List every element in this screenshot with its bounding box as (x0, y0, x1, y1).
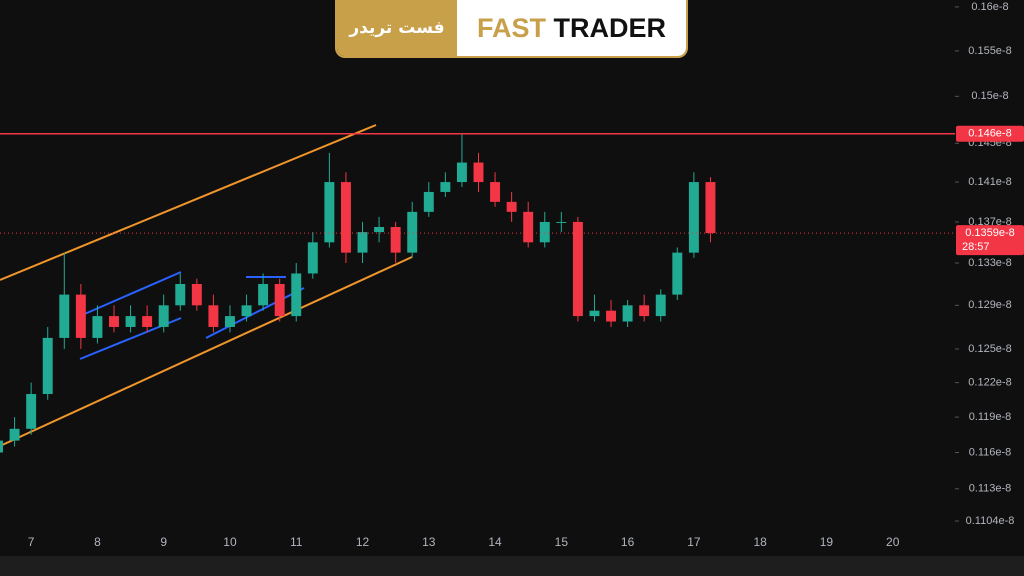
candle-body (374, 227, 385, 233)
candle-body (307, 242, 318, 274)
candle-body (672, 252, 683, 295)
x-tick-label: 11 (290, 535, 303, 549)
logo-second: TRADER (553, 12, 667, 43)
candle-body (224, 316, 235, 327)
candle-body (456, 162, 467, 183)
candle-body (705, 182, 716, 234)
y-tick-label: 0.113e-8 (969, 483, 1012, 495)
candle-body (490, 182, 501, 202)
y-tick-label: 0.1104e-8 (966, 515, 1015, 527)
candle-body (92, 316, 103, 338)
x-tick-label: 9 (160, 535, 167, 549)
last-price-label: 0.1359e-8 (965, 227, 1015, 239)
x-tick-label: 14 (488, 535, 502, 549)
drawings (0, 124, 413, 447)
candle-body (324, 182, 335, 243)
candle-body (9, 428, 20, 441)
candle-body (0, 440, 3, 453)
candle-body (556, 221, 567, 223)
candle-body (473, 162, 484, 183)
y-tick-label: 0.133e-8 (968, 257, 1011, 269)
y-tick-label: 0.137e-8 (968, 216, 1011, 228)
trend-line (205, 287, 305, 339)
x-tick-label: 12 (356, 535, 370, 549)
logo-first: FAST (476, 12, 546, 43)
y-tick-label: 0.15e-8 (971, 90, 1008, 102)
x-tick-label: 17 (687, 535, 701, 549)
candle-body (59, 294, 70, 338)
candle-body (175, 283, 186, 306)
last-price-tag (956, 225, 1024, 256)
candle-body (340, 182, 351, 253)
candle-body (125, 316, 136, 327)
channel-lower (0, 256, 413, 447)
y-tick-label: 0.116e-8 (969, 446, 1012, 458)
candle-body (357, 232, 368, 253)
y-tick-label: 0.141e-8 (968, 176, 1011, 188)
candle-body (639, 305, 650, 317)
candle-body (142, 316, 153, 327)
candle-body (191, 283, 202, 306)
x-tick-label: 13 (422, 535, 436, 549)
y-tick-label: 0.119e-8 (969, 411, 1012, 423)
candle-body (523, 211, 534, 243)
logo: فست تریدر FAST TRADER (335, 0, 688, 58)
candle-body (407, 211, 418, 253)
candle-body (258, 283, 269, 306)
candle-body (572, 221, 583, 317)
logo-english: FAST TRADER (457, 0, 686, 56)
candle-body (423, 191, 434, 212)
y-tick-label: 0.122e-8 (968, 377, 1011, 389)
y-tick-label: 0.16e-8 (971, 1, 1008, 13)
candle-body (208, 305, 219, 327)
candle-body (109, 316, 119, 327)
candle-body (622, 305, 633, 322)
candle-body (440, 182, 451, 192)
candle-body (158, 305, 169, 327)
candle-body (291, 273, 302, 317)
candle-body (606, 310, 617, 322)
x-tick-label: 10 (223, 535, 237, 549)
candle-body (539, 221, 550, 243)
candle-body (241, 305, 252, 317)
candle-body (506, 201, 517, 212)
candle-body (390, 227, 401, 253)
candle-body (589, 310, 600, 317)
x-tick-label: 18 (753, 535, 767, 549)
candle-body (26, 394, 37, 429)
bottom-bar (0, 556, 1024, 576)
x-tick-label: 20 (886, 535, 900, 549)
flag-upper (79, 271, 182, 317)
countdown: 28:57 (962, 241, 990, 253)
x-tick-label: 16 (621, 535, 635, 549)
candle-body (274, 283, 285, 317)
candle-body (688, 182, 699, 253)
logo-persian: فست تریدر (337, 0, 457, 56)
x-tick-label: 19 (820, 535, 834, 549)
y-tick-label: 0.155e-8 (968, 45, 1011, 57)
candle-body (75, 294, 86, 338)
candle-body (42, 337, 53, 395)
channel-upper (0, 124, 377, 281)
price-line-label: 0.146e-8 (968, 128, 1011, 140)
x-tick-label: 7 (28, 535, 35, 549)
x-tick-label: 15 (555, 535, 569, 549)
x-tick-label: 8 (94, 535, 101, 549)
y-tick-label: 0.129e-8 (968, 299, 1011, 311)
candle-body (655, 294, 666, 317)
price-line-tag (956, 125, 1024, 142)
y-tick-label: 0.125e-8 (968, 343, 1011, 355)
